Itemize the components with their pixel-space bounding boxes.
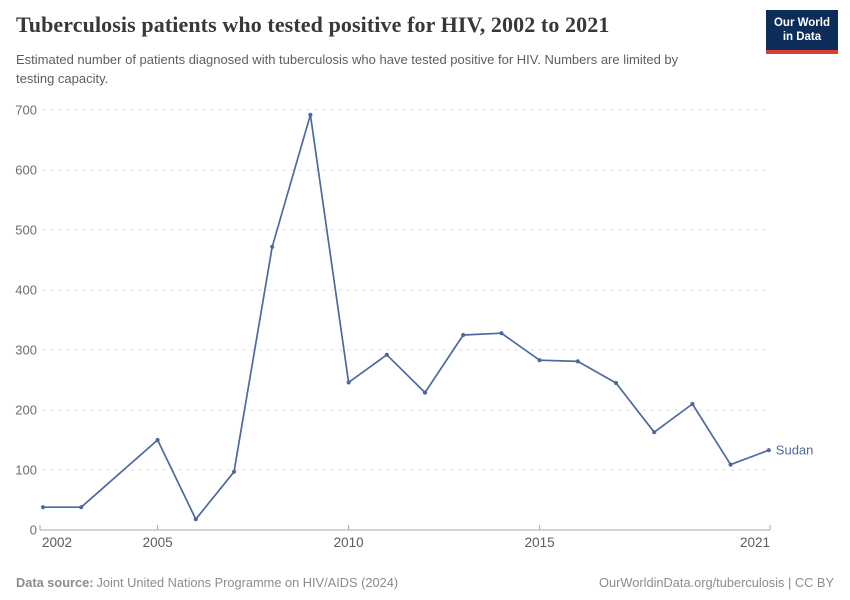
data-point xyxy=(193,517,198,522)
data-point xyxy=(155,437,160,443)
y-axis-label: 700 xyxy=(15,103,37,118)
chart-footer: Data source: Joint United Nations Program… xyxy=(16,575,834,590)
entity-label[interactable]: Sudan xyxy=(776,443,814,458)
data-source: Data source: Joint United Nations Program… xyxy=(16,575,398,590)
owid-logo-line2: in Data xyxy=(782,30,822,43)
chart-subtitle: Estimated number of patients diagnosed w… xyxy=(16,52,679,86)
series-line-sudan xyxy=(42,113,770,521)
y-axis-label: 400 xyxy=(15,283,37,298)
data-point xyxy=(499,331,504,336)
x-axis-label: 2015 xyxy=(525,535,555,550)
data-source-text: Joint United Nations Programme on HIV/AI… xyxy=(96,575,399,590)
data-point xyxy=(652,430,657,435)
x-axis-label: 2010 xyxy=(334,535,364,550)
y-axis-label: 300 xyxy=(15,343,37,358)
data-point xyxy=(308,112,313,117)
data-point xyxy=(384,352,389,357)
y-axis-label: 500 xyxy=(15,223,37,238)
owid-logo[interactable]: Our World in Data xyxy=(765,10,838,54)
chart-title: Tuberculosis patients who tested positiv… xyxy=(16,12,610,37)
data-source-label: Data source: xyxy=(16,575,94,590)
x-axis-label: 2002 xyxy=(42,535,72,550)
data-point xyxy=(537,358,542,363)
y-axis-label: 100 xyxy=(15,463,37,478)
data-point xyxy=(231,469,237,474)
y-axis-label: 600 xyxy=(15,163,37,178)
x-axis-label: 2005 xyxy=(143,535,173,550)
data-point xyxy=(422,390,428,395)
footer-link[interactable]: OurWorldinData.org/tuberculosis | CC BY xyxy=(599,575,834,590)
data-point xyxy=(346,380,351,385)
y-axis-label: 0 xyxy=(30,523,37,538)
y-axis-label: 200 xyxy=(15,403,37,418)
data-point xyxy=(575,359,580,364)
data-point xyxy=(728,462,733,467)
data-point xyxy=(270,244,275,249)
data-point xyxy=(461,332,466,338)
data-point xyxy=(613,380,619,386)
owid-logo-line1: Our World xyxy=(773,17,830,29)
data-point xyxy=(40,505,46,510)
data-point xyxy=(79,505,84,510)
data-point xyxy=(690,401,695,407)
x-axis-label: 2021 xyxy=(740,535,770,550)
data-point xyxy=(766,448,771,453)
